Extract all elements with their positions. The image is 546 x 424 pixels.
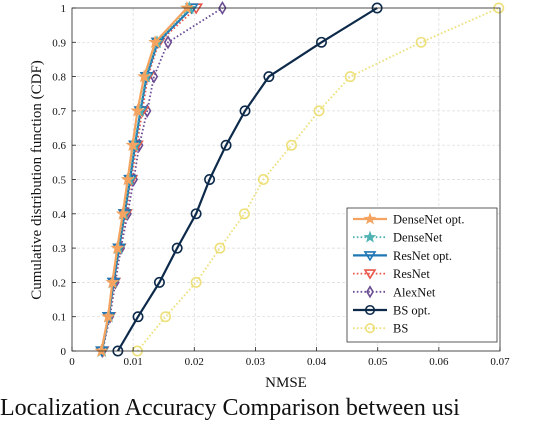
legend-marker [363,212,377,225]
legend-marker [363,230,377,243]
y-tick-label: 1 [61,3,67,15]
y-tick-label: 0.1 [52,312,66,324]
data-point [101,309,115,323]
legend-label: ResNet opt. [393,249,452,263]
legend-marker [364,304,376,316]
data-point [238,208,250,220]
data-point [190,208,202,220]
data-point [115,206,130,220]
y-tick-label: 0.8 [52,72,66,84]
x-tick-label: 0.04 [307,356,327,368]
series-densenet-opt [94,0,194,357]
data-point [171,242,183,254]
x-axis-title: NMSE [265,375,307,391]
series-line [101,7,223,352]
data-point [132,311,144,323]
data-point [137,69,152,83]
series-line [116,7,378,352]
y-tick-label: 0 [61,346,67,358]
legend-label: DenseNet [393,231,443,245]
data-point [313,105,325,117]
y-axis-title: Cumulative distribution function (CDF) [29,60,45,300]
data-point [110,240,125,254]
legend-label: BS opt. [393,304,431,318]
data-point [130,103,145,117]
data-point [125,137,140,152]
legend-label: DenseNet opt. [393,213,465,227]
legend-label: AlexNet [393,285,436,299]
y-tick-label: 0.3 [52,243,66,255]
x-tick-label: 0.05 [368,356,388,368]
x-tick-label: 0.01 [124,356,143,368]
data-point [220,139,232,151]
legend-marker [363,269,377,280]
legend-marker [366,285,374,299]
x-tick-label: 0.06 [429,356,449,368]
legend: DenseNet opt. DenseNet ResNet opt. ResNet Al… [346,207,498,343]
data-point [239,105,251,117]
legend-label: BS [393,322,408,336]
data-point [160,311,172,323]
y-tick-label: 0.2 [52,277,66,289]
y-tick-label: 0.9 [52,37,66,49]
data-point [148,35,163,49]
y-tick-label: 0.5 [52,175,66,187]
data-point [218,0,227,16]
data-point [94,343,109,357]
data-point [263,71,275,83]
data-point [257,174,269,185]
data-point [153,276,165,288]
ticks: 0 0.01 0.02 0.03 0.04 0.05 0.06 0.07 0 0.1 0.2 0.3 0… [52,3,510,368]
data-point [415,36,427,48]
y-tick-label: 0.7 [52,106,66,118]
x-tick-label: 0.02 [185,356,204,368]
legend-marker [363,251,377,262]
data-point [315,36,327,48]
data-point [120,172,135,186]
x-tick-label: 0.03 [246,356,266,368]
x-tick-label: 0 [69,356,75,368]
legend-marker [364,323,376,334]
figure-caption: Localization Accuracy Comparison between… [0,395,460,421]
data-point [190,276,202,288]
data-point [214,242,226,254]
y-tick-label: 0.4 [52,209,66,221]
data-point [105,275,120,289]
legend-label: ResNet [393,267,430,281]
data-point [204,174,216,185]
series-line [136,7,500,352]
data-point [163,35,173,50]
data-point [180,0,194,14]
data-point [344,71,356,83]
y-tick-label: 0.6 [52,140,66,152]
data-point [286,139,297,151]
x-tick-label: 0.07 [490,356,510,368]
series-group [94,0,505,359]
